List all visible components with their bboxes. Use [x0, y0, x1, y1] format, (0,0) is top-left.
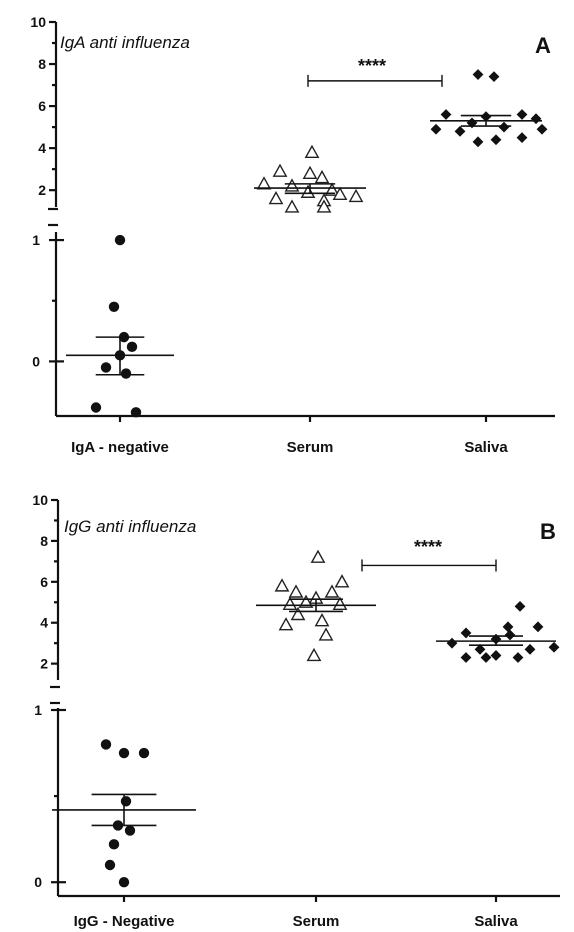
panel-b-point-diamond [502, 621, 514, 633]
panel-b-tick-label: 8 [40, 533, 48, 549]
panel-a-point-triangle [256, 176, 272, 190]
panel-a-point-circle [100, 362, 112, 373]
panel-a-point-triangle [300, 184, 316, 198]
panel-a-tick-label: 6 [38, 98, 46, 114]
panel-b-point-diamond [524, 643, 536, 655]
panel-a: IgA anti influenza A IgA - negative Seru… [30, 14, 555, 456]
panel-b-point-triangle [274, 578, 290, 592]
panel-a-point-triangle [324, 182, 340, 196]
panel-b-point-diamond [480, 652, 492, 663]
panel-b-point-triangle [332, 596, 348, 610]
panel-b-point-triangle [314, 613, 330, 627]
panel-b-point-circle [118, 877, 130, 888]
panel-b-point-circle [138, 747, 150, 759]
panel-a-category-1: IgA - negative [71, 439, 169, 456]
panel-a-tick-label: 2 [38, 182, 46, 198]
panel-b-point-triangle [318, 627, 334, 641]
panel-b-point-diamond [532, 621, 544, 633]
panel-a-point-circle [90, 402, 102, 413]
panel-a-tick-label: 4 [38, 140, 46, 156]
panel-b-point-diamond [548, 641, 560, 653]
panel-a-point-diamond [488, 71, 500, 83]
panel-b-point-diamond [460, 652, 472, 663]
panel-a-point-circle [108, 301, 120, 312]
panel-a-point-diamond [516, 109, 528, 120]
panel-b-category-3: Saliva [474, 913, 518, 930]
panel-b-point-triangle [334, 574, 350, 588]
panel-b-tick-label: 6 [40, 574, 48, 590]
panel-a-point-triangle [316, 199, 332, 213]
panel-a-tick-label: 10 [30, 14, 46, 30]
panel-b-point-circle [104, 859, 116, 871]
panel-b-tick-label: 4 [40, 615, 48, 631]
panel-b-point-circle [120, 796, 132, 807]
panel-a-point-diamond [490, 134, 502, 146]
panel-a-point-triangle [302, 165, 318, 180]
panel-a-point-diamond [516, 132, 528, 144]
panel-a-letter: A [535, 33, 551, 58]
panel-a-point-triangle [314, 169, 330, 184]
panel-b-point-diamond [460, 627, 472, 639]
panel-a-point-circle [130, 407, 142, 418]
panel-a-point-circle [120, 368, 132, 379]
panel-b-category-2: Serum [293, 913, 340, 930]
panel-b-point-triangle [324, 584, 340, 598]
panel-a-point-diamond [466, 117, 478, 129]
panel-b-point-triangle [298, 594, 314, 608]
panel-a-category-3: Saliva [464, 439, 508, 456]
panel-a-point-triangle [332, 186, 348, 201]
panel-b-letter: B [540, 519, 556, 544]
panel-a-category-2: Serum [287, 439, 334, 456]
panel-b: IgG anti influenza B IgG - Negative Seru… [32, 492, 560, 930]
panel-b-point-circle [100, 739, 112, 750]
panel-a-point-circle [114, 234, 126, 246]
panel-a-point-diamond [530, 113, 542, 125]
panel-a-point-diamond [472, 136, 484, 148]
panel-b-title: IgG anti influenza [64, 517, 196, 536]
panel-b-point-diamond [446, 637, 458, 649]
panel-a-tick-label: 1 [32, 232, 40, 248]
panel-b-tick-label: 0 [34, 874, 42, 890]
panel-b-significance-label: **** [414, 537, 442, 557]
panel-b-point-triangle [288, 584, 304, 598]
panel-a-point-diamond [472, 69, 484, 80]
panel-a-title: IgA anti influenza [60, 33, 190, 52]
panel-b-point-triangle [306, 647, 322, 662]
panel-a-tick-label: 0 [32, 353, 40, 369]
panel-b-tick-label: 2 [40, 656, 48, 672]
panel-a-point-diamond [430, 123, 442, 135]
panel-b-tick-label: 10 [32, 492, 48, 508]
panel-b-point-triangle [278, 617, 294, 631]
panel-b-point-diamond [512, 652, 524, 663]
panel-a-point-circle [126, 341, 138, 353]
panel-b-point-triangle [290, 606, 306, 621]
panel-b-point-diamond [514, 600, 526, 612]
panel-a-point-diamond [440, 109, 452, 120]
panel-b-point-triangle [310, 549, 326, 563]
panel-b-point-triangle [282, 596, 298, 610]
panel-a-point-diamond [536, 123, 548, 135]
panel-a-point-triangle [284, 199, 300, 213]
panel-b-point-diamond [474, 643, 486, 655]
panel-a-point-diamond [454, 125, 466, 137]
panel-a-point-triangle [272, 163, 288, 177]
panel-b-point-circle [108, 839, 120, 850]
panel-a-significance-label: **** [358, 56, 386, 76]
panel-a-point-diamond [498, 121, 510, 133]
panel-a-tick-label: 8 [38, 56, 46, 72]
panel-a-point-triangle [304, 144, 320, 159]
panel-a-point-triangle [268, 190, 284, 205]
panel-b-point-circle [124, 825, 136, 836]
panel-b-tick-label: 1 [34, 702, 42, 718]
panel-a-point-triangle [348, 188, 364, 203]
panel-b-point-diamond [490, 650, 502, 661]
panel-b-point-diamond [504, 629, 516, 641]
panel-b-point-circle [118, 747, 130, 759]
panel-a-point-triangle [284, 178, 300, 192]
panel-b-category-1: IgG - Negative [74, 913, 175, 930]
